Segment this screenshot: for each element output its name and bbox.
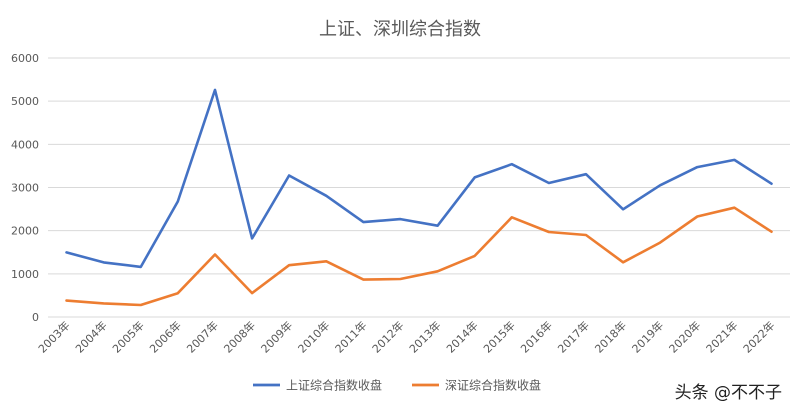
- x-tick-label: 2012年: [369, 318, 406, 355]
- x-tick-label: 2019年: [629, 318, 666, 355]
- y-tick-label: 4000: [11, 138, 39, 151]
- x-tick-label: 2011年: [332, 318, 369, 355]
- x-tick-label: 2003年: [35, 318, 72, 355]
- x-tick-label: 2005年: [109, 318, 146, 355]
- x-tick-label: 2006年: [146, 318, 183, 355]
- gridlines: [48, 57, 790, 318]
- y-axis-tick-labels: 0 1000 2000 3000 4000 5000 6000: [11, 52, 39, 324]
- x-tick-label: 2010年: [295, 318, 332, 355]
- x-tick-label: 2004年: [72, 318, 109, 355]
- y-tick-label: 1000: [11, 268, 39, 281]
- x-tick-label: 2022年: [740, 318, 777, 355]
- chart-title: 上证、深圳综合指数: [319, 19, 481, 40]
- x-tick-label: 2013年: [406, 318, 443, 355]
- y-tick-label: 5000: [11, 95, 39, 108]
- x-tick-label: 2021年: [703, 318, 740, 355]
- legend-label: 上证综合指数收盘: [286, 378, 382, 393]
- legend-label: 深证综合指数收盘: [445, 378, 541, 393]
- y-tick-label: 6000: [11, 52, 39, 65]
- y-tick-label: 2000: [11, 225, 39, 238]
- series-line-2: [65, 206, 773, 307]
- x-axis-tick-labels: 2003年 2004年 2005年 2006年 2007年 2008年 2009年 2010年…: [35, 318, 777, 355]
- x-tick-label: 2007年: [184, 318, 221, 355]
- x-tick-label: 2008年: [221, 318, 258, 355]
- series-lines: [65, 88, 773, 307]
- x-tick-label: 2016年: [517, 318, 554, 355]
- y-tick-label: 3000: [11, 182, 39, 195]
- watermark-text: 头条 @不不子: [674, 383, 782, 403]
- x-tick-label: 2009年: [258, 318, 295, 355]
- y-tick-label: 0: [32, 311, 39, 324]
- legend: 上证综合指数收盘 深证综合指数收盘: [253, 378, 541, 393]
- x-tick-label: 2018年: [592, 318, 629, 355]
- series-line-1: [65, 88, 773, 269]
- x-tick-label: 2017年: [555, 318, 592, 355]
- x-tick-label: 2014年: [443, 318, 480, 355]
- x-tick-label: 2020年: [666, 318, 703, 355]
- x-tick-label: 2015年: [480, 318, 517, 355]
